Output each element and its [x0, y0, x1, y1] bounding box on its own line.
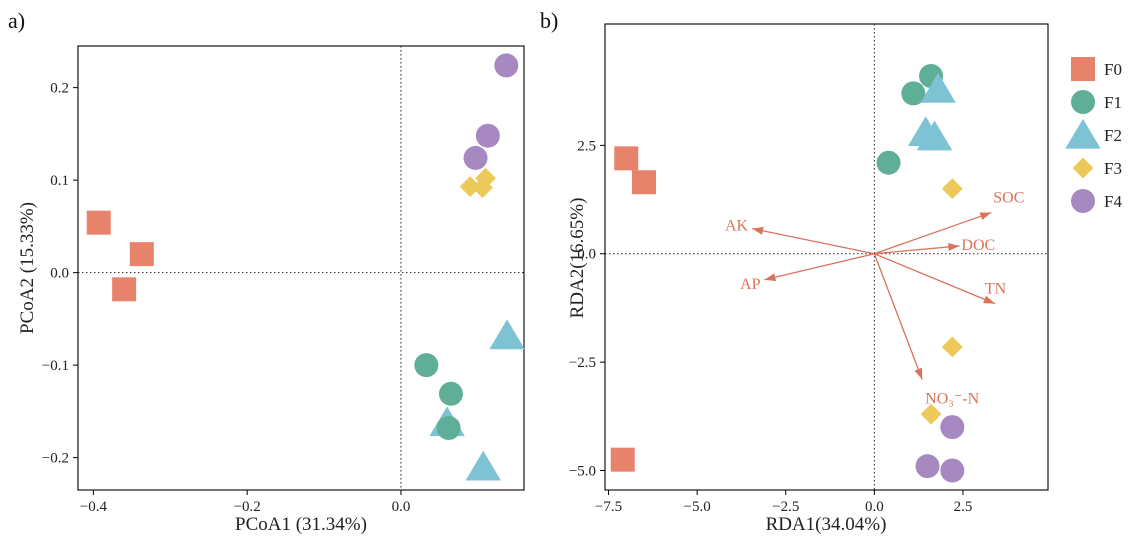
panel-b-x-tick-label: −2.5: [772, 499, 799, 515]
panel-b-point-f0: [614, 146, 639, 171]
panel-a-x-tick-label: −0.2: [234, 499, 261, 515]
legend-label-f2: F2: [1104, 126, 1122, 145]
panel-b-x-tick-label: −7.5: [595, 499, 622, 515]
panel-a-y-tick-label: 0.2: [50, 81, 69, 97]
panel-b-y-tick-label: 2.5: [577, 138, 596, 154]
panel-a-y-tick-label: 0.1: [50, 173, 69, 189]
panel-b-point-f3: [920, 403, 942, 425]
panel-b-ticks: −7.5 −5.0 −2.5 0.0 2.5 2.5 0.0 −2.5 −5.0: [569, 138, 973, 515]
vector-arrowhead: [752, 226, 764, 235]
panel-b-rda: b) −7.5 −5.0 −2.5 0.0 2.5 2.5 0.0 −2.5 −5.0 SOC D…: [540, 8, 1049, 535]
legend-label-f1: F1: [1104, 93, 1122, 112]
panel-b-x-tick-label: −5.0: [684, 499, 711, 515]
vector-arrowhead: [948, 242, 960, 251]
panel-a-point-f2: [489, 319, 525, 350]
panel-a-y-axis-title: PCoA2 (15.33%): [17, 202, 38, 334]
panel-a-x-tick-label: −0.4: [80, 499, 108, 515]
vector-label: AP: [740, 276, 761, 293]
panel-a-points: [86, 53, 525, 481]
panel-b-point-f0: [610, 447, 635, 472]
panel-a-point-f1: [436, 416, 461, 441]
panel-a-point-f0: [112, 277, 137, 302]
panel-a-y-tick-label: 0.0: [50, 266, 69, 282]
legend: F0 F1 F2 F3 F4: [1065, 57, 1122, 213]
legend-marker-f3: [1072, 157, 1094, 179]
panel-a-ticks: −0.4 −0.2 0.0 0.2 0.1 0.0 −0.1 −0.2: [42, 81, 411, 515]
panel-a-point-f4: [475, 123, 500, 148]
panel-b-point-f4: [915, 454, 940, 479]
panel-a-point-f3: [472, 177, 493, 198]
panel-a-label: a): [8, 8, 25, 33]
panel-b-point-f0: [631, 170, 656, 195]
vector-arrow-non: [873, 253, 923, 380]
panel-b-point-f3: [941, 178, 963, 200]
panel-b-point-f2: [916, 120, 953, 151]
panel-b-y-tick-label: −2.5: [569, 355, 596, 371]
vector-label: AK: [725, 218, 749, 235]
vector-arrow-doc: [874, 245, 960, 255]
panel-b-y-tick-label: 0.0: [577, 247, 596, 263]
legend-label-f3: F3: [1104, 159, 1122, 178]
legend-marker-f2: [1065, 118, 1101, 149]
vector-arrow-ak: [751, 227, 875, 255]
vector-arrow-soc: [874, 211, 992, 255]
legend-label-f0: F0: [1104, 60, 1122, 79]
panel-b-point-f3: [941, 336, 963, 358]
panel-a-point-f0: [86, 210, 111, 235]
panel-b-label: b): [540, 8, 558, 33]
legend-marker-f0: [1071, 57, 1095, 81]
panel-b-x-tick-label: 0.0: [865, 499, 884, 515]
panel-a-point-f1: [438, 381, 463, 406]
legend-marker-f4: [1071, 189, 1095, 213]
panel-b-y-tick-label: −5.0: [569, 463, 596, 479]
vector-label: DOC: [961, 237, 995, 254]
panel-a-point-f1: [414, 353, 439, 378]
panel-a-pcoa: a) −0.4 −0.2 0.0 0.2 0.1 0.0 −0.1 −0.2 PCoA1 (3…: [8, 8, 525, 535]
panel-b-point-f1: [901, 81, 926, 106]
legend-label-f4: F4: [1104, 192, 1122, 211]
panel-a-point-f3: [459, 176, 481, 198]
vector-arrowhead: [764, 273, 777, 282]
panel-b-point-f1: [876, 150, 901, 175]
panel-b-frame: [604, 23, 1049, 491]
legend-marker-f1: [1071, 90, 1095, 114]
panel-a-frame: [77, 45, 525, 491]
panel-a-x-axis-title: PCoA1 (31.34%): [235, 514, 367, 535]
vector-arrow-ap: [764, 253, 875, 281]
panel-a-x-tick-label: 0.0: [392, 499, 411, 515]
panel-a-point-f4: [494, 53, 519, 78]
vector-arrow-tn: [874, 253, 996, 305]
panel-b-point-f4: [940, 458, 965, 483]
panel-a-point-f4: [463, 145, 488, 170]
panel-b-point-f2: [920, 72, 956, 103]
panel-b-y-axis-title: RDA2(16.65%): [567, 198, 588, 319]
vector-arrowhead: [914, 367, 923, 380]
panel-a-y-tick-label: −0.1: [42, 358, 69, 374]
panel-a-y-tick-label: −0.2: [42, 451, 69, 467]
vector-label: SOC: [993, 190, 1024, 207]
panel-b-point-f4: [940, 415, 965, 440]
vector-label: NO₃⁻-N: [925, 390, 979, 407]
panel-b-x-tick-label: 2.5: [954, 499, 973, 515]
vector-arrowhead: [979, 212, 992, 220]
panel-b-reference-lines: [605, 24, 1048, 490]
vector-label: TN: [985, 281, 1007, 298]
panel-b-x-axis-title: RDA1(34.04%): [766, 514, 887, 535]
panel-b-points: [610, 64, 965, 483]
panel-a-point-f2: [465, 450, 501, 481]
vector-arrowhead: [983, 295, 995, 304]
panel-b-vectors: SOC DOC TN AK AP NO₃⁻-N: [725, 190, 1024, 408]
panel-a-point-f0: [129, 242, 154, 267]
